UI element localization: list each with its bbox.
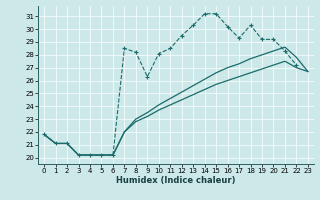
X-axis label: Humidex (Indice chaleur): Humidex (Indice chaleur): [116, 176, 236, 185]
